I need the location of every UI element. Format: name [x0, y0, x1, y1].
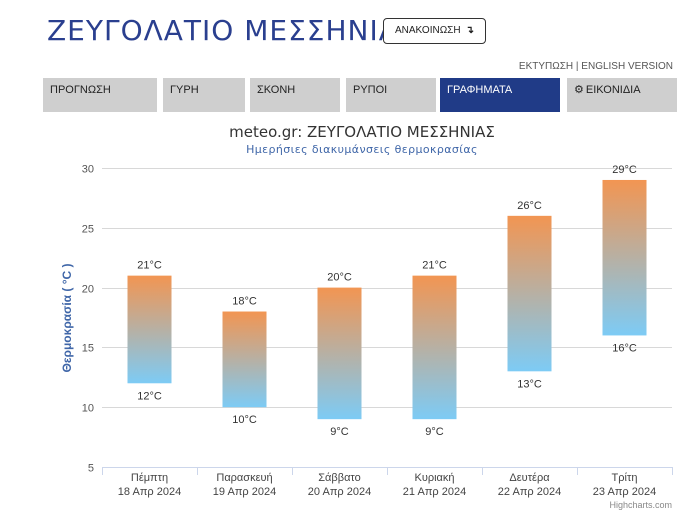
- y-tick-label: 5: [88, 463, 94, 475]
- y-tick-label: 20: [82, 284, 94, 296]
- low-temp-label: 9°C: [330, 426, 349, 438]
- tab-label: ΕΙΚΟΝΙΔΙΑ: [585, 84, 641, 96]
- high-temp-label: 20°C: [327, 272, 352, 284]
- low-temp-label: 9°C: [425, 426, 444, 438]
- x-day-label: Τρίτη: [612, 472, 638, 484]
- y-tick-label: 25: [82, 224, 94, 236]
- tab-pollutants[interactable]: ΡΥΠΟΙ: [346, 78, 436, 112]
- high-temp-label: 18°C: [232, 296, 257, 308]
- high-temp-label: 21°C: [422, 260, 447, 272]
- tab-label: ΣΚΟΝΗ: [257, 84, 296, 96]
- highcharts-credit[interactable]: Highcharts.com: [609, 500, 672, 510]
- top-links: ΕΚΤΥΠΩΣΗ | ENGLISH VERSION: [519, 61, 673, 72]
- temperature-range-bar[interactable]: [317, 287, 362, 420]
- high-temp-label: 29°C: [612, 164, 637, 176]
- chart-title: meteo.gr: ΖΕΥΓΟΛΑΤΙΟ ΜΕΣΣΗΝΙΑΣ: [229, 123, 495, 141]
- tab-forecast[interactable]: ΠΡΟΓΝΩΣΗ: [43, 78, 157, 112]
- y-tick-label: 30: [82, 164, 94, 176]
- tab-pollen[interactable]: ΓΥΡΗ: [163, 78, 245, 112]
- tab-label: ΓΥΡΗ: [170, 84, 199, 96]
- high-temp-label: 26°C: [517, 200, 542, 212]
- x-date-label: 21 Απρ 2024: [403, 486, 466, 498]
- tab-label: ΡΥΠΟΙ: [353, 84, 388, 96]
- y-axis-title: Θερμοκρασία ( °C ): [60, 264, 74, 373]
- english-version-link[interactable]: ENGLISH VERSION: [581, 61, 673, 72]
- tab-label: ΓΡΑΦΗΜΑΤΑ: [447, 84, 513, 96]
- link-separator: |: [575, 61, 579, 72]
- x-day-label: Σάββατο: [318, 472, 360, 484]
- x-date-label: 20 Απρ 2024: [308, 486, 371, 498]
- gear-icon: ⚙: [574, 84, 584, 96]
- temperature-range-bar[interactable]: [602, 179, 647, 336]
- tab-dust[interactable]: ΣΚΟΝΗ: [250, 78, 340, 112]
- tab-icons[interactable]: ⚙ ΕΙΚΟΝΙΔΙΑ: [567, 78, 677, 112]
- x-day-label: Παρασκευή: [216, 472, 272, 484]
- temperature-range-bar[interactable]: [222, 311, 267, 408]
- x-date-label: 23 Απρ 2024: [593, 486, 656, 498]
- announce-button[interactable]: ΑΝΑΚΟΙΝΩΣΗ ↴: [383, 18, 486, 44]
- y-tick-label: 15: [82, 343, 94, 355]
- chart-subtitle: Ημερήσιες διακυμάνσεις θερμοκρασίας: [246, 143, 478, 156]
- x-date-label: 19 Απρ 2024: [213, 486, 276, 498]
- low-temp-label: 10°C: [232, 414, 257, 426]
- temperature-range-bar[interactable]: [127, 275, 172, 384]
- x-day-label: Δευτέρα: [509, 472, 550, 484]
- arrow-down-icon: ↴: [465, 25, 474, 36]
- tab-charts[interactable]: ΓΡΑΦΗΜΑΤΑ: [440, 78, 560, 112]
- page-title: ΖΕΥΓΟΛΑΤΙΟ ΜΕΣΣΗΝΙΑΣ: [47, 14, 418, 47]
- high-temp-label: 21°C: [137, 260, 162, 272]
- tab-label: ΠΡΟΓΝΩΣΗ: [50, 84, 111, 96]
- print-link[interactable]: ΕΚΤΥΠΩΣΗ: [518, 61, 574, 72]
- y-tick-label: 10: [82, 403, 94, 415]
- nav-tabs: ΠΡΟΓΝΩΣΗ ΓΥΡΗ ΣΚΟΝΗ ΡΥΠΟΙ ΓΡΑΦΗΜΑΤΑ ⚙ ΕΙΚ…: [43, 78, 677, 112]
- low-temp-label: 16°C: [612, 342, 637, 354]
- x-day-label: Κυριακή: [414, 472, 454, 484]
- low-temp-label: 12°C: [137, 390, 162, 402]
- temperature-range-bar[interactable]: [412, 275, 457, 420]
- announce-label: ΑΝΑΚΟΙΝΩΣΗ: [395, 25, 461, 36]
- temperature-range-bar[interactable]: [507, 215, 552, 372]
- low-temp-label: 13°C: [517, 378, 542, 390]
- x-date-label: 22 Απρ 2024: [498, 486, 561, 498]
- x-day-label: Πέμπτη: [131, 472, 168, 484]
- x-date-label: 18 Απρ 2024: [118, 486, 181, 498]
